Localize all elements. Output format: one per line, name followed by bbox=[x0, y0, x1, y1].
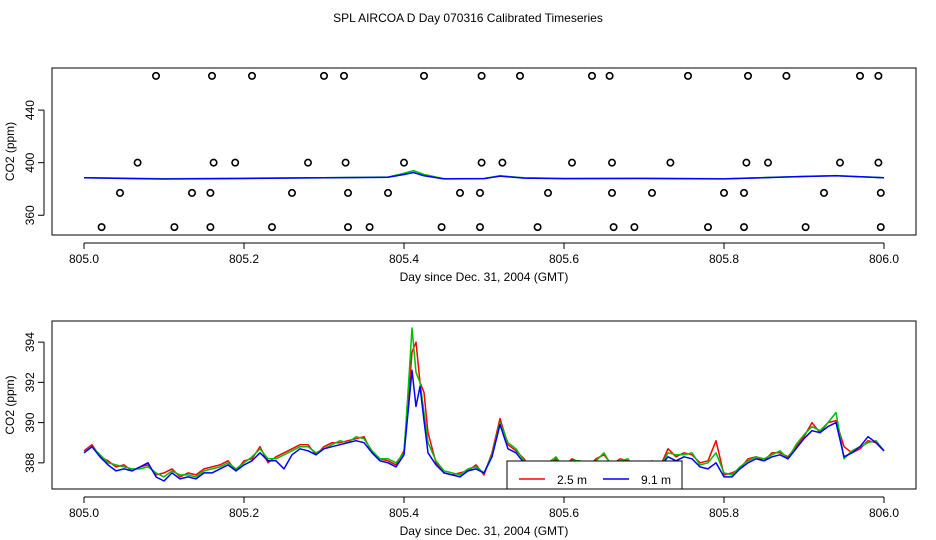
panel1-data-point bbox=[782, 71, 791, 80]
panel1-data-point bbox=[605, 71, 614, 80]
panel1-data-point bbox=[607, 158, 616, 167]
panel2-legend-box bbox=[506, 460, 683, 490]
panel1-data-point bbox=[835, 158, 844, 167]
panel1-x-axis-label: Day since Dec. 31, 2004 (GMT) bbox=[400, 270, 569, 284]
panel1-data-point bbox=[874, 71, 883, 80]
panel1-data-point bbox=[383, 188, 392, 197]
panel1-data-point bbox=[567, 158, 576, 167]
panel1-data-point bbox=[343, 223, 352, 232]
panel1-data-point bbox=[343, 188, 352, 197]
panel1-data-point bbox=[319, 71, 328, 80]
panel2-series-line-green bbox=[83, 327, 885, 478]
panel1-data-point bbox=[477, 158, 486, 167]
panel1-data-point bbox=[719, 188, 728, 197]
panel1-series-line-blue bbox=[83, 171, 885, 180]
panel1-x-tick-label: 805.2 bbox=[229, 252, 259, 266]
panel1-data-point bbox=[152, 71, 161, 80]
panel1-data-point bbox=[341, 158, 350, 167]
panel1-data-point bbox=[475, 223, 484, 232]
panel1-data-point bbox=[437, 223, 446, 232]
panel1-data-point bbox=[666, 158, 675, 167]
panel1-x-tick-label: 805.4 bbox=[389, 252, 419, 266]
panel1-data-point bbox=[208, 71, 217, 80]
panel1-data-point bbox=[498, 158, 507, 167]
panel2-y-tick-label: 392 bbox=[23, 372, 37, 392]
panel2-y-tick-label: 390 bbox=[23, 412, 37, 432]
panel1-data-point bbox=[743, 71, 752, 80]
panel1-data-point bbox=[876, 223, 885, 232]
panel2-x-axis-label: Day since Dec. 31, 2004 (GMT) bbox=[400, 524, 569, 538]
panel1-data-point bbox=[819, 188, 828, 197]
panel1-data-point bbox=[587, 71, 596, 80]
panel2-x-tick-label: 805.2 bbox=[229, 506, 259, 520]
panel2-series-line-2-5-m bbox=[83, 341, 885, 478]
panel1-data-point bbox=[630, 223, 639, 232]
panel2-y-axis-label: CO2 (ppm) bbox=[3, 375, 17, 434]
panel1-data-point bbox=[116, 188, 125, 197]
panel1-data-point bbox=[399, 158, 408, 167]
panel1-y-tick-label: 360 bbox=[23, 205, 37, 225]
panel1-data-point bbox=[133, 158, 142, 167]
panel1-data-point bbox=[267, 223, 276, 232]
panel2-x-tick-label: 805.0 bbox=[69, 506, 99, 520]
panel1-data-point bbox=[188, 188, 197, 197]
panel1-data-point bbox=[683, 71, 692, 80]
panel1-data-point bbox=[303, 158, 312, 167]
panel1-data-point bbox=[287, 188, 296, 197]
panel1-data-point bbox=[170, 223, 179, 232]
chart-title: SPL AIRCOA D Day 070316 Calibrated Times… bbox=[333, 11, 603, 25]
panel1-data-point bbox=[742, 158, 751, 167]
panel1-plot-frame bbox=[51, 67, 917, 236]
panel1-data-point bbox=[876, 188, 885, 197]
panel2-x-tick-label: 805.8 bbox=[709, 506, 739, 520]
panel2-x-tick-label: 805.4 bbox=[389, 506, 419, 520]
panel1-x-tick-label: 806.0 bbox=[869, 252, 899, 266]
panel2-x-tick-label: 805.6 bbox=[549, 506, 579, 520]
panel1-data-point bbox=[455, 188, 464, 197]
panel1-y-axis-label: CO2 (ppm) bbox=[3, 122, 17, 181]
panel1-x-tick-label: 805.6 bbox=[549, 252, 579, 266]
panel2-y-tick-label: 388 bbox=[23, 453, 37, 473]
panel1-data-point bbox=[419, 71, 428, 80]
panel1-data-point bbox=[515, 71, 524, 80]
panel1-data-point bbox=[477, 71, 486, 80]
panel1-data-point bbox=[801, 223, 810, 232]
panel2-legend-label-2-5m: 2.5 m bbox=[557, 473, 587, 487]
panel1-data-point bbox=[231, 158, 240, 167]
panel1-data-point bbox=[647, 188, 656, 197]
panel1-x-tick-label: 805.8 bbox=[709, 252, 739, 266]
panel1-data-point bbox=[206, 188, 215, 197]
panel1-x-tick-label: 805.0 bbox=[69, 252, 99, 266]
panel2-legend-label-9-1m: 9.1 m bbox=[641, 473, 671, 487]
panel1-data-point bbox=[209, 158, 218, 167]
panel2-x-tick-label: 806.0 bbox=[869, 506, 899, 520]
panel1-data-point bbox=[763, 158, 772, 167]
panel1-data-point bbox=[365, 223, 374, 232]
panel1-data-point bbox=[339, 71, 348, 80]
panel1-data-point bbox=[533, 223, 542, 232]
panel1-data-point bbox=[206, 223, 215, 232]
panel1-data-point bbox=[739, 188, 748, 197]
panel2-y-tick-label: 394 bbox=[23, 332, 37, 352]
panel1-data-point bbox=[543, 188, 552, 197]
panel1-data-point bbox=[97, 223, 106, 232]
panel1-data-point bbox=[703, 223, 712, 232]
panel2-plot-frame bbox=[51, 320, 917, 490]
panel1-data-point bbox=[609, 223, 618, 232]
panel1-data-point bbox=[607, 188, 616, 197]
panel1-data-point bbox=[739, 223, 748, 232]
panel1-data-point bbox=[248, 71, 257, 80]
panel1-data-point bbox=[475, 188, 484, 197]
panel2-series-line-9-1-m bbox=[83, 369, 885, 482]
panel1-y-tick-label: 440 bbox=[23, 100, 37, 120]
panel1-y-tick-label: 400 bbox=[23, 152, 37, 172]
panel1-data-point bbox=[855, 71, 864, 80]
panel1-data-point bbox=[874, 158, 883, 167]
